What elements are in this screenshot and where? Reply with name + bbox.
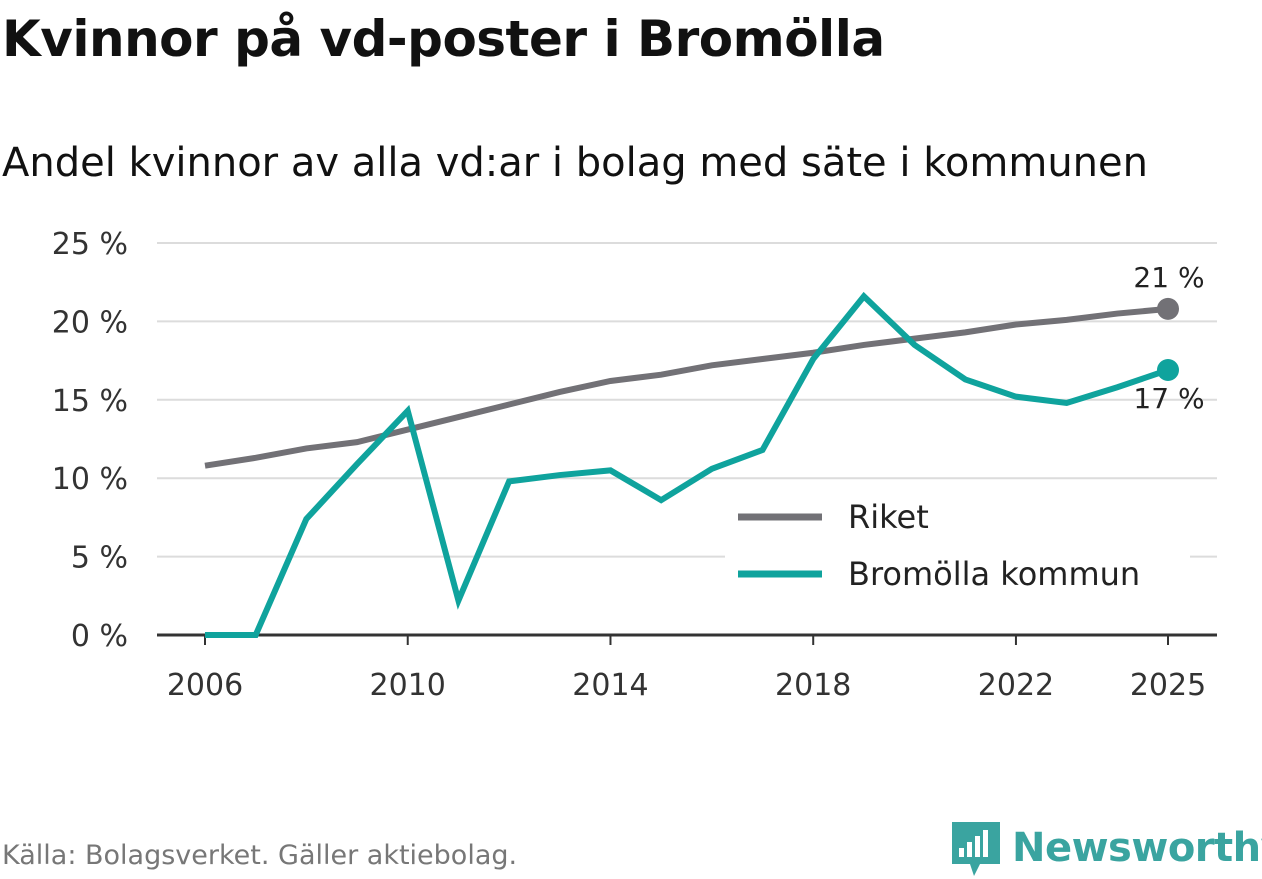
legend-label: Bromölla kommun bbox=[848, 555, 1140, 593]
legend-background bbox=[725, 490, 1190, 605]
x-tick-label: 2018 bbox=[775, 668, 851, 703]
y-tick-label: 0 % bbox=[71, 619, 128, 654]
y-tick-label: 20 % bbox=[52, 305, 128, 340]
x-tick-label: 2006 bbox=[167, 668, 243, 703]
chart-subtitle: Andel kvinnor av alla vd:ar i bolag med … bbox=[2, 140, 1148, 186]
legend-label: Riket bbox=[848, 498, 929, 536]
end-label-bromolla: 17 % bbox=[1133, 382, 1204, 415]
series-line-bromolla bbox=[205, 291, 1169, 638]
series-line-riket bbox=[204, 305, 1169, 469]
y-tick-label: 25 % bbox=[52, 227, 128, 262]
x-tick-label: 2010 bbox=[370, 668, 446, 703]
chart-title: Kvinnor på vd-poster i Bromölla bbox=[2, 10, 885, 68]
y-tick-label: 15 % bbox=[52, 384, 128, 419]
bar-chart-logo-icon bbox=[952, 822, 1000, 876]
legend: Riket Bromölla kommun bbox=[725, 490, 1190, 605]
series-lines bbox=[204, 291, 1179, 638]
y-axis-tick-labels: 0 % 5 % 10 % 15 % 20 % 25 % bbox=[52, 227, 128, 654]
x-tick-label: 2025 bbox=[1130, 668, 1206, 703]
x-axis-ticks: 2006 2010 2014 2018 2022 2025 bbox=[167, 635, 1206, 703]
x-tick-label: 2014 bbox=[572, 668, 648, 703]
x-tick-label: 2022 bbox=[978, 668, 1054, 703]
y-tick-label: 10 % bbox=[52, 462, 128, 497]
source-note: Källa: Bolagsverket. Gäller aktiebolag. bbox=[2, 840, 518, 871]
end-point-bromolla bbox=[1157, 359, 1179, 382]
brand-name: Newsworthy bbox=[1012, 825, 1262, 871]
end-labels: 21 % 17 % bbox=[1133, 261, 1204, 415]
end-label-riket: 21 % bbox=[1133, 261, 1204, 294]
end-point-riket bbox=[1157, 297, 1179, 320]
y-tick-label: 5 % bbox=[71, 541, 128, 576]
newsworthy-logo: Newsworthy bbox=[950, 818, 1262, 878]
